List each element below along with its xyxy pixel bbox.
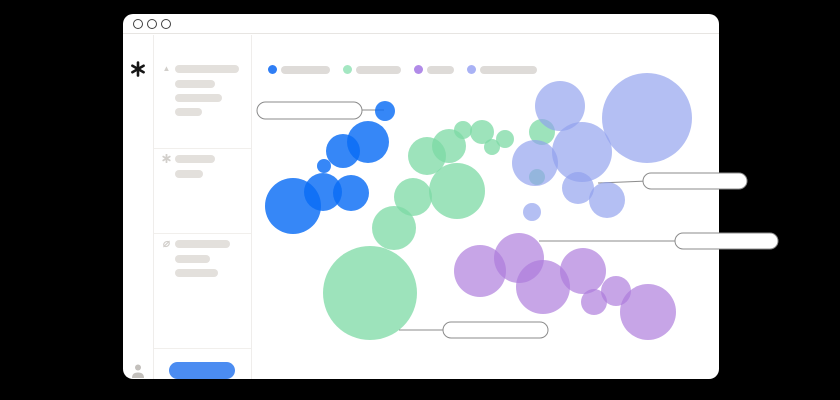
window-maximize-button[interactable] <box>161 18 171 29</box>
bubble-blue[interactable] <box>265 178 321 234</box>
legend-dot <box>467 65 476 74</box>
leaf-icon <box>162 239 171 248</box>
legend-item-series-purple[interactable] <box>414 65 454 74</box>
legend-label-skeleton <box>480 65 537 74</box>
window-titlebar <box>123 14 719 34</box>
skeleton-text <box>175 269 218 277</box>
window-close-button[interactable] <box>133 18 143 29</box>
sidebar-footer <box>154 350 251 379</box>
sidebar-section-settings[interactable] <box>154 150 251 234</box>
triangle-icon: ▲ <box>162 64 171 73</box>
callout-label-blue[interactable] <box>256 101 363 120</box>
bubble-periwinkle[interactable] <box>512 140 558 186</box>
legend-dot <box>414 65 423 74</box>
legend-label-skeleton <box>356 65 401 74</box>
skeleton-text <box>175 255 210 263</box>
skeleton-text <box>175 170 203 178</box>
skeleton-text <box>175 108 202 116</box>
gear-icon <box>162 154 171 163</box>
skeleton-text <box>175 64 239 73</box>
bubble-periwinkle[interactable] <box>589 182 625 218</box>
bubble-green[interactable] <box>372 206 416 250</box>
legend-dot <box>343 65 352 74</box>
sidebar: ▲ <box>154 35 252 379</box>
legend-label-skeleton <box>427 65 454 74</box>
chart-area <box>252 35 719 379</box>
app-rail <box>123 35 154 379</box>
legend-item-series-green[interactable] <box>343 65 401 74</box>
bubble-blue[interactable] <box>317 159 331 173</box>
callout-label-periwinkle[interactable] <box>642 172 748 190</box>
bubble-green[interactable] <box>408 137 446 175</box>
bubble-periwinkle[interactable] <box>602 73 692 163</box>
skeleton-text <box>175 94 222 102</box>
user-icon[interactable] <box>131 363 145 384</box>
window-minimize-button[interactable] <box>147 18 157 29</box>
sidebar-section-data[interactable] <box>154 235 251 349</box>
bubble-periwinkle[interactable] <box>552 122 612 182</box>
bubble-periwinkle[interactable] <box>562 172 594 204</box>
bubble-purple[interactable] <box>454 245 506 297</box>
bubble-blue[interactable] <box>326 134 360 168</box>
bubble-green[interactable] <box>323 246 417 340</box>
asterisk-logo-icon[interactable] <box>130 61 146 82</box>
bubble-green[interactable] <box>470 120 494 144</box>
bubble-purple[interactable] <box>581 289 607 315</box>
skeleton-text <box>175 239 230 248</box>
bubble-green[interactable] <box>484 139 500 155</box>
skeleton-text <box>175 80 215 88</box>
bubble-green[interactable] <box>394 178 432 216</box>
primary-action-button[interactable] <box>169 362 235 379</box>
bubble-periwinkle[interactable] <box>535 81 585 131</box>
legend-label-skeleton <box>281 65 330 74</box>
bubble-purple[interactable] <box>560 248 606 294</box>
callout-label-purple[interactable] <box>674 232 779 250</box>
callout-label-green[interactable] <box>442 321 549 339</box>
legend-item-series-blue[interactable] <box>268 65 330 74</box>
bubble-blue[interactable] <box>333 175 369 211</box>
bubble-green[interactable] <box>429 163 485 219</box>
bubble-purple[interactable] <box>620 284 676 340</box>
sidebar-section-projects[interactable]: ▲ <box>154 60 251 149</box>
bubble-periwinkle[interactable] <box>523 203 541 221</box>
legend-item-series-periwinkle[interactable] <box>467 65 537 74</box>
bubble-green[interactable] <box>496 130 514 148</box>
skeleton-text <box>175 154 215 163</box>
legend-dot <box>268 65 277 74</box>
chart-legend <box>268 65 537 74</box>
bubble-purple[interactable] <box>516 260 570 314</box>
bubble-blue[interactable] <box>375 101 395 121</box>
